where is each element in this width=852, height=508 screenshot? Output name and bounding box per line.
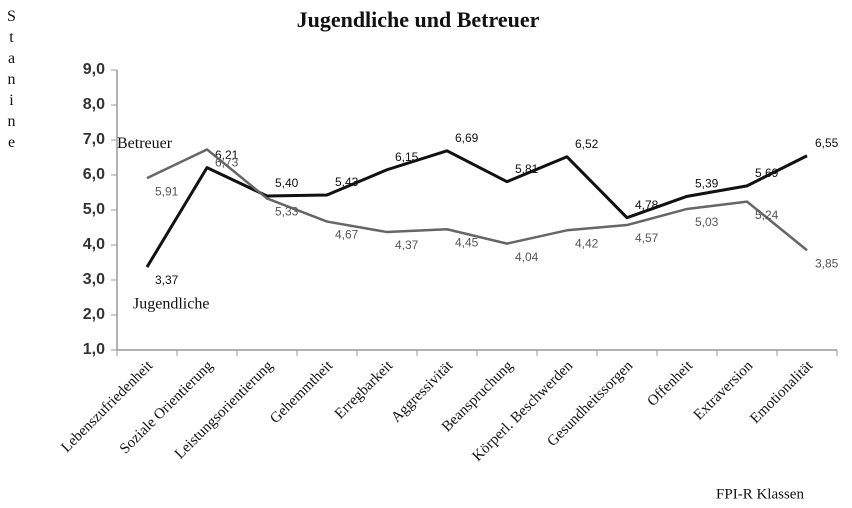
data-label: 5,43 xyxy=(335,175,359,189)
y-axis-label: Stanine xyxy=(3,8,20,155)
y-tick-label: 7,0 xyxy=(83,131,105,148)
data-label: 4,57 xyxy=(635,231,659,245)
x-tick-label: Leistungsorientierung xyxy=(172,358,277,463)
x-tick-label: Erregbarkeit xyxy=(332,357,397,422)
y-tick-label: 4,0 xyxy=(83,236,105,253)
x-tick-label: Gehemmtheit xyxy=(267,357,337,427)
x-tick-label: Emotionalität xyxy=(747,357,817,427)
data-label: 6,21 xyxy=(215,148,239,162)
chart-title: Jugendliche und Betreuer xyxy=(297,7,540,32)
data-label: 6,15 xyxy=(395,150,419,164)
data-label: 6,69 xyxy=(455,131,479,145)
y-tick-label: 1,0 xyxy=(83,341,105,358)
data-label: 4,45 xyxy=(455,235,479,249)
data-label: 4,67 xyxy=(335,228,359,242)
data-label: 5,39 xyxy=(695,177,719,191)
data-label: 3,37 xyxy=(155,273,179,287)
series-label: Jugendliche xyxy=(133,296,209,313)
data-label: 3,85 xyxy=(815,256,839,270)
y-tick-label: 5,0 xyxy=(83,201,105,218)
data-label: 6,55 xyxy=(815,136,839,150)
data-label: 4,78 xyxy=(635,198,659,212)
data-label: 5,33 xyxy=(275,205,299,219)
data-label: 5,40 xyxy=(275,176,299,190)
data-label: 4,04 xyxy=(515,250,539,264)
x-tick-label: Körperl. Beschwerden xyxy=(470,358,577,465)
y-tick-label: 6,0 xyxy=(83,166,105,183)
x-tick-label: Offenheit xyxy=(644,357,696,409)
data-label: 5,81 xyxy=(515,162,539,176)
series-line xyxy=(145,149,808,268)
data-label: 6,73 xyxy=(215,156,239,170)
data-label: 6,52 xyxy=(575,137,599,151)
data-label: 5,91 xyxy=(155,184,179,198)
y-tick-label: 2,0 xyxy=(83,306,105,323)
data-label: 5,69 xyxy=(755,166,779,180)
x-tick-label: Extraversion xyxy=(691,358,757,424)
series-label: Betreuer xyxy=(117,135,173,152)
data-label: 5,03 xyxy=(695,215,719,229)
y-tick-label: 9,0 xyxy=(83,61,105,78)
data-label: 4,37 xyxy=(395,238,419,252)
x-axis-label: FPI-R Klassen xyxy=(716,486,804,502)
data-label: 4,42 xyxy=(575,236,599,250)
series-line xyxy=(146,148,808,252)
y-tick-label: 3,0 xyxy=(83,271,105,288)
y-tick-label: 8,0 xyxy=(83,96,105,113)
data-label: 5,24 xyxy=(755,208,779,222)
